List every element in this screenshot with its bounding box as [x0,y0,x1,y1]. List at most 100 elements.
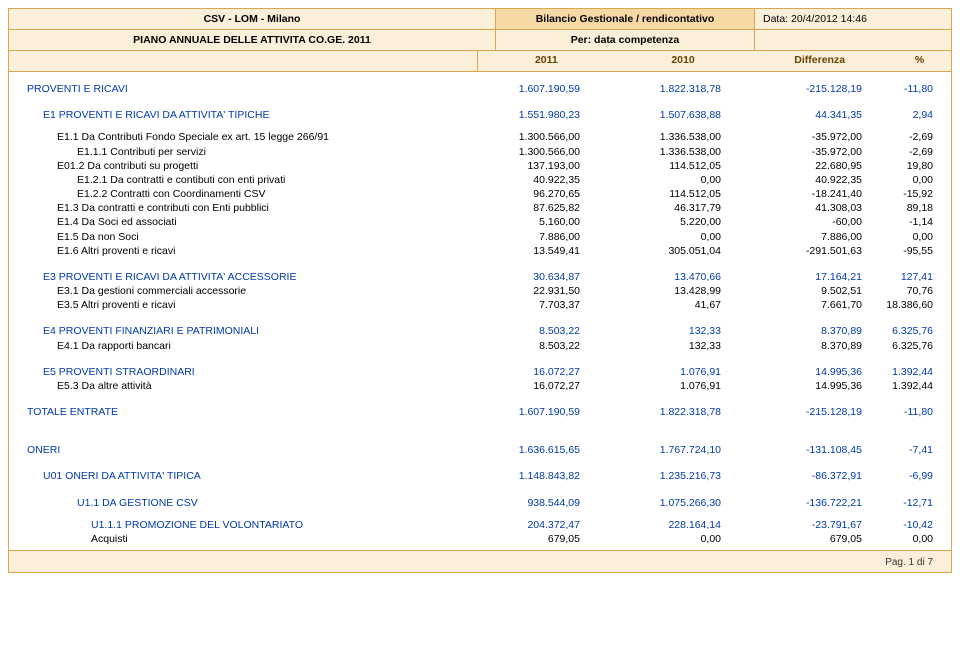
cell-c1: 204.372,47 [445,518,586,532]
row-label: E4.1 Da rapporti bancari [27,339,445,353]
spacer [27,431,933,443]
header-empty [755,30,951,50]
cell-c4: -12,71 [868,496,933,510]
row-label: E3 PROVENTI E RICAVI DA ATTIVITA' ACCESS… [27,270,445,284]
cell-c4: 2,94 [868,108,933,122]
table-row: E3.5 Altri proventi e ricavi7.703,3741,6… [27,298,933,312]
cell-c1: 16.072,27 [445,365,586,379]
cell-c2: 0,00 [586,532,727,546]
cell-c3: 8.370,89 [727,339,868,353]
cell-c2: 1.822.318,78 [586,405,727,419]
cell-c3: 7.886,00 [727,230,868,244]
cell-c2: 0,00 [586,173,727,187]
cell-c2: 1.235.216,73 [586,469,727,483]
cell-c1: 87.625,82 [445,201,586,215]
header-row-1: CSV - LOM - Milano Bilancio Gestionale /… [9,9,951,30]
cell-c4: -95,55 [868,244,933,258]
table-row: E4.1 Da rapporti bancari8.503,22132,338.… [27,339,933,353]
spacer [27,96,933,108]
cell-c4: 1.392,44 [868,379,933,393]
cell-c4: -11,80 [868,82,933,96]
cell-c3: -60,00 [727,215,868,229]
table-row: U1.1 DA GESTIONE CSV938.544,091.075.266,… [27,496,933,510]
cell-c1: 1.551.980,23 [445,108,586,122]
cell-c4: 1.392,44 [868,365,933,379]
cell-c1: 7.703,37 [445,298,586,312]
spacer [27,353,933,365]
spacer [27,419,933,431]
row-label: U1.1.1 PROMOZIONE DEL VOLONTARIATO [27,518,445,532]
cell-c4: -2,69 [868,130,933,144]
row-label: E01.2 Da contributi su progetti [27,159,445,173]
cell-c2: 1.767.724,10 [586,443,727,457]
row-label: E3.1 Da gestioni commerciali accessorie [27,284,445,298]
cell-c3: -23.791,67 [727,518,868,532]
pager: Pag. 1 di 7 [9,550,951,572]
spacer [27,393,933,405]
cell-c4: -1,14 [868,215,933,229]
date-prefix: Data: [763,13,788,25]
row-label: E5.3 Da altre attività [27,379,445,393]
row-label: PROVENTI E RICAVI [27,82,445,96]
cell-c1: 22.931,50 [445,284,586,298]
table-row: U1.1.1 PROMOZIONE DEL VOLONTARIATO204.37… [27,518,933,532]
table-row: E01.2 Da contributi su progetti137.193,0… [27,159,933,173]
cell-c2: 114.512,05 [586,187,727,201]
cell-c2: 1.075.266,30 [586,496,727,510]
cell-c1: 30.634,87 [445,270,586,284]
cell-c3: -35.972,00 [727,130,868,144]
row-label: E1.1.1 Contributi per servizi [27,145,445,159]
cell-c4: 19,80 [868,159,933,173]
table-row: E3.1 Da gestioni commerciali accessorie2… [27,284,933,298]
cell-c2: 1.336.538,00 [586,130,727,144]
table-row: E3 PROVENTI E RICAVI DA ATTIVITA' ACCESS… [27,270,933,284]
cell-c4: 0,00 [868,230,933,244]
cell-c1: 1.607.190,59 [445,405,586,419]
cell-c2: 114.512,05 [586,159,727,173]
row-label: E1.4 Da Soci ed associati [27,215,445,229]
cell-c3: 40.922,35 [727,173,868,187]
row-label: E4 PROVENTI FINANZIARI E PATRIMONIALI [27,324,445,338]
spacer [27,510,933,518]
cell-c3: 14.995,36 [727,379,868,393]
table-row: E5.3 Da altre attività16.072,271.076,911… [27,379,933,393]
col-diff: Differenza [751,51,888,71]
cell-c2: 46.317,79 [586,201,727,215]
cell-c1: 1.607.190,59 [445,82,586,96]
spacer [27,312,933,324]
cell-c4: 89,18 [868,201,933,215]
cell-c3: -18.241,40 [727,187,868,201]
cell-c1: 1.300.566,00 [445,130,586,144]
table-row: PROVENTI E RICAVI1.607.190,591.822.318,7… [27,82,933,96]
cell-c1: 40.922,35 [445,173,586,187]
cell-c2: 1.076,91 [586,379,727,393]
cell-c3: 22.680,95 [727,159,868,173]
cell-c1: 8.503,22 [445,324,586,338]
cell-c2: 132,33 [586,324,727,338]
row-label: E5 PROVENTI STRAORDINARI [27,365,445,379]
cell-c2: 305.051,04 [586,244,727,258]
cell-c1: 137.193,00 [445,159,586,173]
cell-c4: 6.325,76 [868,339,933,353]
table-row: TOTALE ENTRATE1.607.190,591.822.318,78-2… [27,405,933,419]
col-pct: % [888,51,951,71]
cell-c3: -35.972,00 [727,145,868,159]
table-row: E1.1.1 Contributi per servizi1.300.566,0… [27,145,933,159]
cell-c3: 9.502,51 [727,284,868,298]
row-label: E1.2.1 Da contratti e contibuti con enti… [27,173,445,187]
cell-c4: 18.386,60 [868,298,933,312]
column-headers: 2011 2010 Differenza % [9,51,951,72]
table-row: E4 PROVENTI FINANZIARI E PATRIMONIALI8.5… [27,324,933,338]
cell-c4: 70,76 [868,284,933,298]
report-date: Data: 20/4/2012 14:46 [755,9,951,29]
row-label: U01 ONERI DA ATTIVITA' TIPICA [27,469,445,483]
cell-c3: 8.370,89 [727,324,868,338]
cell-c2: 1.822.318,78 [586,82,727,96]
cell-c2: 228.164,14 [586,518,727,532]
report-title: Bilancio Gestionale / rendicontativo [496,9,755,29]
cell-c3: 17.164,21 [727,270,868,284]
table-row: ONERI1.636.615,651.767.724,10-131.108,45… [27,443,933,457]
table-row: E1.2.1 Da contratti e contibuti con enti… [27,173,933,187]
row-label: E1.1 Da Contributi Fondo Speciale ex art… [27,130,445,144]
cell-c1: 16.072,27 [445,379,586,393]
